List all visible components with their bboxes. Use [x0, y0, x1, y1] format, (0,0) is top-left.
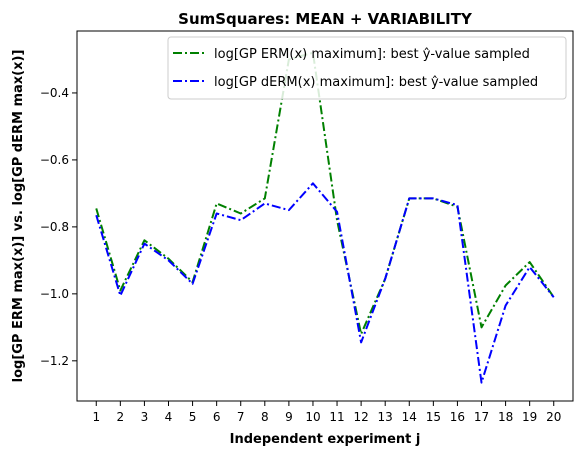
- x-tick-label: 5: [189, 410, 197, 424]
- x-tick-label: 10: [305, 410, 320, 424]
- x-tick-label: 16: [450, 410, 465, 424]
- x-tick-label: 13: [378, 410, 393, 424]
- legend-box: [167, 36, 567, 100]
- legend-label-derm: log[GP dERM(x) maximum]: best ŷ-value sa…: [214, 75, 538, 90]
- x-tick-label: 20: [546, 410, 561, 424]
- series-line-0: [95, 51, 555, 336]
- x-tick-label: 6: [213, 410, 221, 424]
- series-line-1: [95, 182, 555, 384]
- x-tick-label: 17: [474, 410, 489, 424]
- x-tick-label: 15: [426, 410, 441, 424]
- x-tick-label: 4: [165, 410, 173, 424]
- x-tick-label: 1: [92, 410, 100, 424]
- legend-label-erm: log[GP ERM(x) maximum]: best ŷ-value sam…: [214, 47, 530, 62]
- x-tick-label: 9: [285, 410, 293, 424]
- x-tick-label: 19: [522, 410, 537, 424]
- x-tick-label: 8: [261, 410, 269, 424]
- y-tick-label: −0.8: [40, 220, 69, 234]
- x-tick-label: 11: [329, 410, 344, 424]
- x-tick-label: 3: [141, 410, 149, 424]
- x-tick-label: 7: [237, 410, 245, 424]
- y-tick-label: −0.6: [40, 153, 69, 167]
- legend: log[GP ERM(x) maximum]: best ŷ-value sam…: [167, 36, 567, 100]
- x-tick-label: 18: [498, 410, 513, 424]
- x-tick-label: 2: [117, 410, 125, 424]
- chart-title: SumSquares: MEAN + VARIABILITY: [178, 10, 473, 28]
- x-tick-label: 14: [402, 410, 417, 424]
- y-axis: −1.2 −1.0 −0.8 −0.6 −0.4: [40, 86, 77, 368]
- y-axis-label: log[GP ERM max(x)] vs. log[GP dERM max(x…: [11, 50, 26, 383]
- x-tick-label: 12: [353, 410, 368, 424]
- y-tick-label: −1.0: [40, 287, 69, 301]
- y-tick-label: −1.2: [40, 354, 69, 368]
- plot-frame: [76, 30, 574, 402]
- x-axis: 1 2 3 4 5 6 7 8 9 10 11 12 13 14 15 16 17 18 19 20: [92, 401, 561, 424]
- x-axis-label: Independent experiment j: [230, 432, 421, 447]
- y-tick-label: −0.4: [40, 86, 69, 100]
- plot-area: [95, 51, 555, 384]
